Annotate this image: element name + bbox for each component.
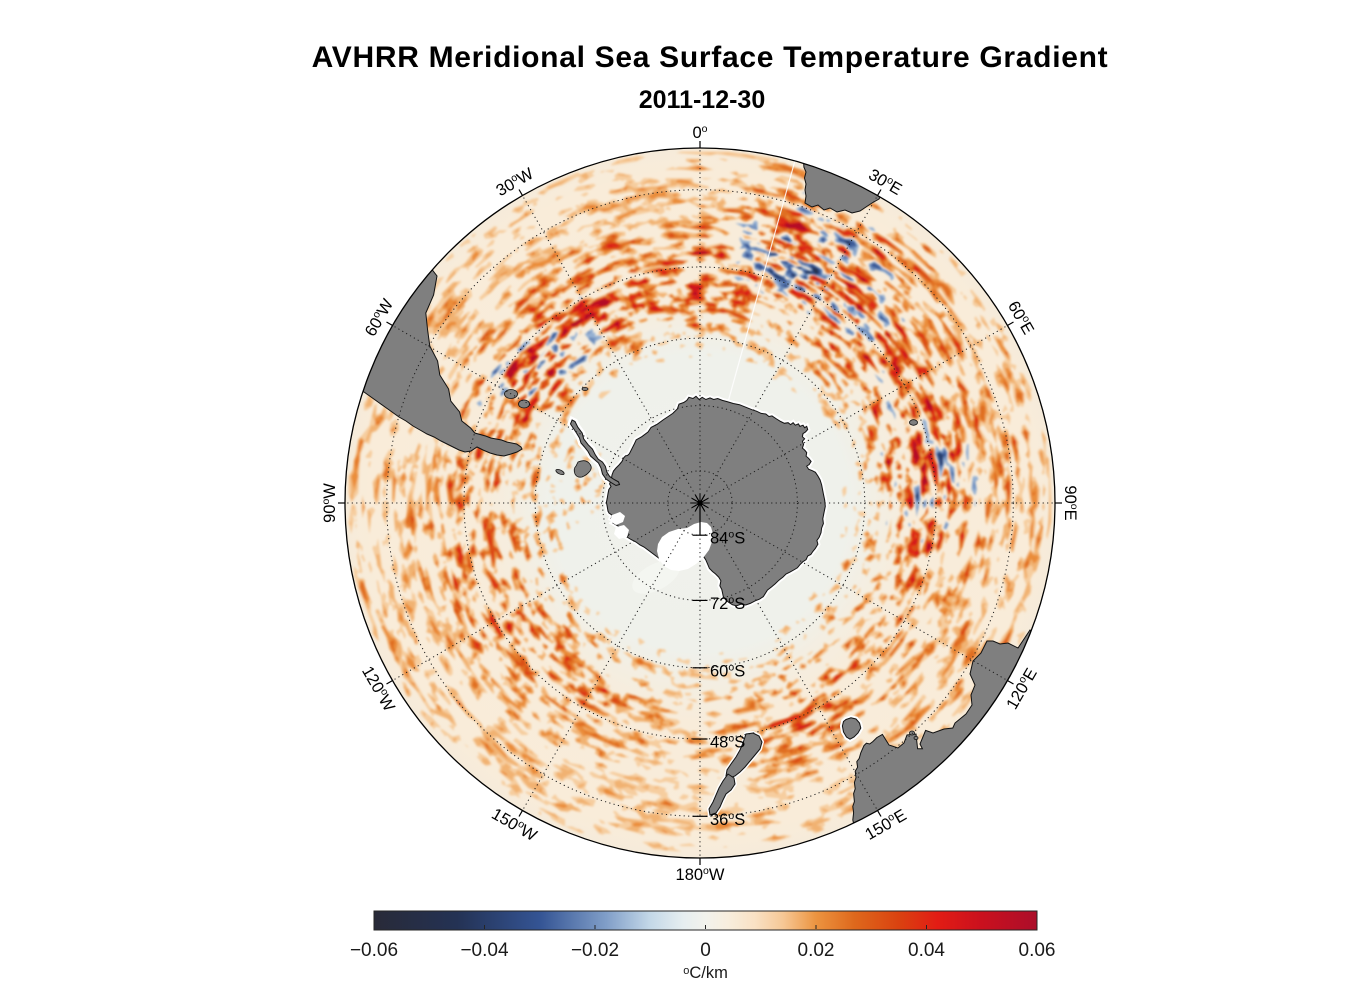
svg-text:84oS: 84oS	[710, 529, 745, 548]
svg-text:0.02: 0.02	[798, 940, 835, 961]
svg-text:oC/km: oC/km	[683, 964, 728, 982]
svg-text:2011-12-30: 2011-12-30	[639, 86, 766, 114]
svg-text:90oW: 90oW	[320, 483, 339, 523]
svg-text:0.04: 0.04	[908, 940, 945, 961]
svg-text:90oE: 90oE	[1061, 485, 1080, 520]
svg-text:180oW: 180oW	[676, 865, 725, 884]
svg-text:0.06: 0.06	[1019, 940, 1056, 961]
svg-text:−0.06: −0.06	[350, 940, 398, 961]
svg-text:36oS: 36oS	[710, 810, 745, 829]
svg-text:60oS: 60oS	[710, 661, 745, 680]
svg-text:AVHRR Meridional Sea Surface T: AVHRR Meridional Sea Surface Temperature…	[312, 41, 1109, 74]
svg-text:0: 0	[700, 940, 711, 961]
svg-text:−0.04: −0.04	[460, 940, 509, 961]
svg-text:−0.02: −0.02	[571, 940, 619, 961]
svg-text:48oS: 48oS	[710, 733, 745, 752]
svg-text:72oS: 72oS	[710, 594, 745, 613]
